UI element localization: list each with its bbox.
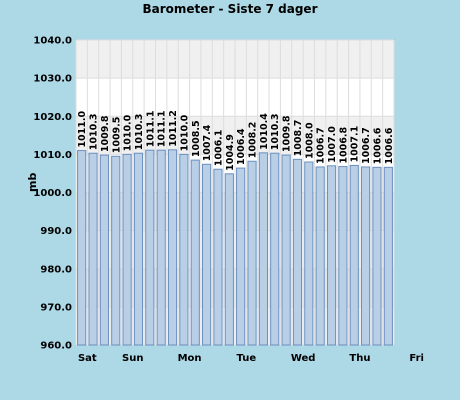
- bar: [213, 168, 223, 346]
- bar: [270, 152, 280, 346]
- bar: [77, 150, 87, 346]
- value-label: 1006.6: [384, 127, 395, 164]
- y-tick-label: 990.0: [40, 226, 72, 237]
- y-tick-label: 1040.0: [33, 36, 72, 47]
- value-label: 1006.8: [338, 127, 349, 164]
- value-label: 1006.4: [236, 128, 247, 165]
- grid-lines: [75, 39, 395, 346]
- y-tick-label: 970.0: [40, 302, 72, 313]
- bars-group: [77, 149, 393, 346]
- x-tick-label: Sat: [78, 353, 97, 364]
- value-label: 1008.7: [293, 120, 304, 157]
- value-label: 1010.4: [259, 113, 270, 150]
- bar: [247, 160, 257, 346]
- y-tick-label: 1000.0: [33, 188, 72, 199]
- value-label: 1011.2: [168, 110, 179, 147]
- x-tick-label: Fri: [409, 353, 424, 364]
- y-tick-label: 980.0: [40, 264, 72, 275]
- value-label: 1011.1: [145, 111, 156, 148]
- bar: [99, 154, 109, 346]
- bar: [361, 166, 371, 346]
- value-label: 1010.3: [270, 114, 281, 151]
- value-label: 1007.4: [202, 124, 213, 161]
- y-tick-label: 1010.0: [33, 150, 72, 161]
- bar: [236, 167, 246, 346]
- y-tick-label: 1030.0: [33, 74, 72, 85]
- bar: [224, 173, 234, 346]
- value-label: 1009.8: [100, 115, 111, 152]
- value-label: 1009.8: [282, 115, 293, 152]
- value-label: 1010.0: [179, 114, 190, 151]
- x-ticks-group: Sat Sun Mon Tue Wed Thu Fri: [78, 353, 424, 364]
- x-tick-label: Mon: [178, 353, 202, 364]
- value-label: 1011.1: [157, 111, 168, 148]
- bar: [304, 161, 314, 346]
- x-tick-label: Tue: [237, 353, 257, 364]
- value-label: 1008.0: [304, 122, 315, 159]
- bar: [190, 159, 200, 346]
- bar: [202, 163, 212, 346]
- value-label: 1006.6: [372, 127, 383, 164]
- value-label: 1006.7: [316, 127, 327, 164]
- bar: [258, 152, 268, 346]
- bar: [349, 164, 359, 346]
- bar: [88, 152, 98, 346]
- bar: [281, 154, 291, 346]
- bar: [292, 158, 303, 346]
- bar: [315, 166, 325, 346]
- x-tick-label: Sun: [122, 353, 143, 364]
- value-label: 1008.5: [191, 120, 202, 157]
- bar: [167, 149, 178, 346]
- bar: [156, 149, 166, 346]
- value-label: 1007.1: [350, 126, 361, 163]
- value-label: 1010.3: [89, 114, 100, 151]
- bar: [372, 166, 382, 346]
- value-label: 1006.7: [361, 127, 372, 164]
- x-tick-label: Thu: [349, 353, 370, 364]
- value-label: 1010.3: [134, 114, 145, 151]
- value-label: 1008.2: [248, 122, 259, 159]
- value-label: 1009.5: [111, 117, 122, 154]
- value-label: 1004.9: [225, 134, 236, 171]
- value-label: 1011.0: [77, 111, 88, 148]
- value-label: 1010.0: [123, 114, 134, 151]
- y-tick-label: 1020.0: [33, 112, 72, 123]
- bar: [111, 155, 121, 346]
- bar: [338, 166, 348, 346]
- value-label: 1006.1: [213, 130, 224, 167]
- x-tick-label: Wed: [291, 353, 316, 364]
- bar: [326, 165, 337, 346]
- value-labels-group: 1011.0 1010.3 1009.8 1009.5 1010.0 1010.3 1011…: [77, 110, 395, 171]
- bar: [122, 153, 132, 346]
- bar: [133, 152, 144, 346]
- bar: [145, 149, 155, 346]
- y-tick-label: 960.0: [40, 341, 72, 352]
- y-ticks-group: 960.0 970.0 980.0 990.0 1000.0 1010.0 1020.0 10…: [33, 36, 72, 352]
- chart-title: Barometer - Siste 7 dager: [142, 2, 318, 16]
- bar: [179, 153, 189, 346]
- bar: [383, 166, 393, 346]
- value-label: 1007.0: [327, 126, 338, 163]
